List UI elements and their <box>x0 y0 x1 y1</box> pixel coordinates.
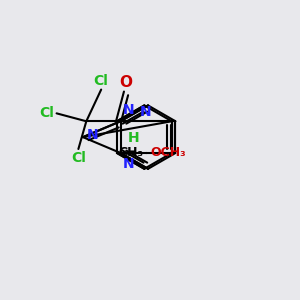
Text: Cl: Cl <box>71 151 86 165</box>
Text: Cl: Cl <box>40 106 55 120</box>
Text: Cl: Cl <box>94 74 109 88</box>
Text: OCH₃: OCH₃ <box>151 146 186 160</box>
Text: N: N <box>122 103 134 117</box>
Text: N: N <box>87 128 98 142</box>
Text: O: O <box>119 75 132 90</box>
Text: N: N <box>140 105 152 119</box>
Text: CH₃: CH₃ <box>119 146 144 160</box>
Text: N: N <box>122 157 134 171</box>
Text: H: H <box>128 131 140 145</box>
